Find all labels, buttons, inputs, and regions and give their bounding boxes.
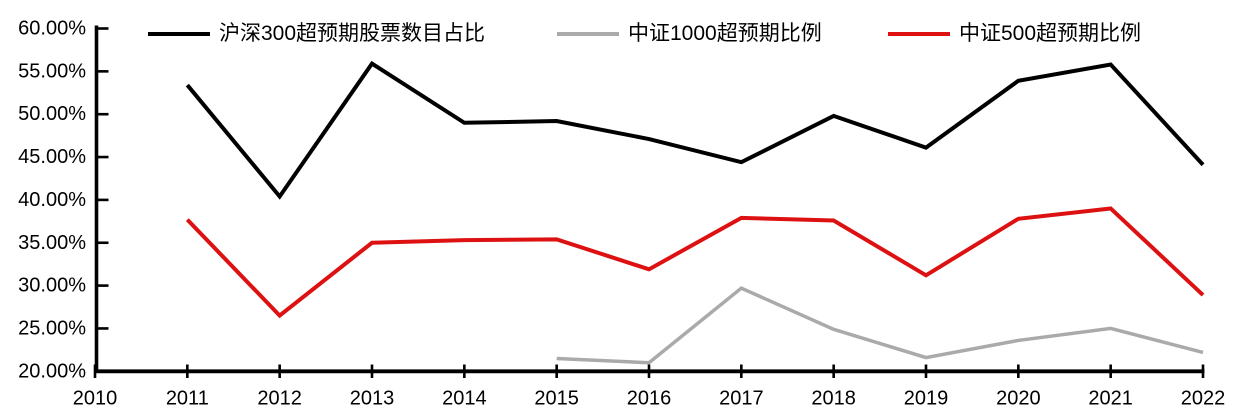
x-tick-label: 2010 [73, 388, 118, 410]
series-line-csi1000 [556, 286, 1204, 365]
y-tick-label: 25.00% [18, 317, 86, 339]
y-tick-label: 20.00% [18, 360, 86, 382]
y-tick-label: 45.00% [18, 146, 86, 168]
x-tick-label: 2019 [904, 388, 949, 410]
y-tick-label: 30.00% [18, 275, 86, 297]
y-tick-label: 35.00% [18, 232, 86, 254]
x-tick-label: 2014 [442, 388, 487, 410]
x-tick-label: 2012 [257, 388, 302, 410]
x-tick-label: 2020 [996, 388, 1041, 410]
x-tick-label: 2021 [1088, 388, 1133, 410]
series-line-csi500 [185, 206, 1205, 319]
y-tick-label: 55.00% [18, 60, 86, 82]
x-tick-label: 2015 [534, 388, 579, 410]
x-tick-label: 2011 [166, 388, 209, 410]
x-tick-label: 2013 [350, 388, 395, 410]
y-tick-label: 40.00% [18, 189, 86, 211]
x-tick-label: 2016 [627, 388, 672, 410]
series-line-csi300 [185, 60, 1205, 200]
x-tick-label: 2018 [811, 388, 856, 410]
y-tick-label: 60.00% [18, 18, 86, 40]
x-tick-label: 2022 [1181, 388, 1226, 410]
x-tick-label: 2017 [719, 388, 764, 410]
y-tick-label: 50.00% [18, 103, 86, 125]
